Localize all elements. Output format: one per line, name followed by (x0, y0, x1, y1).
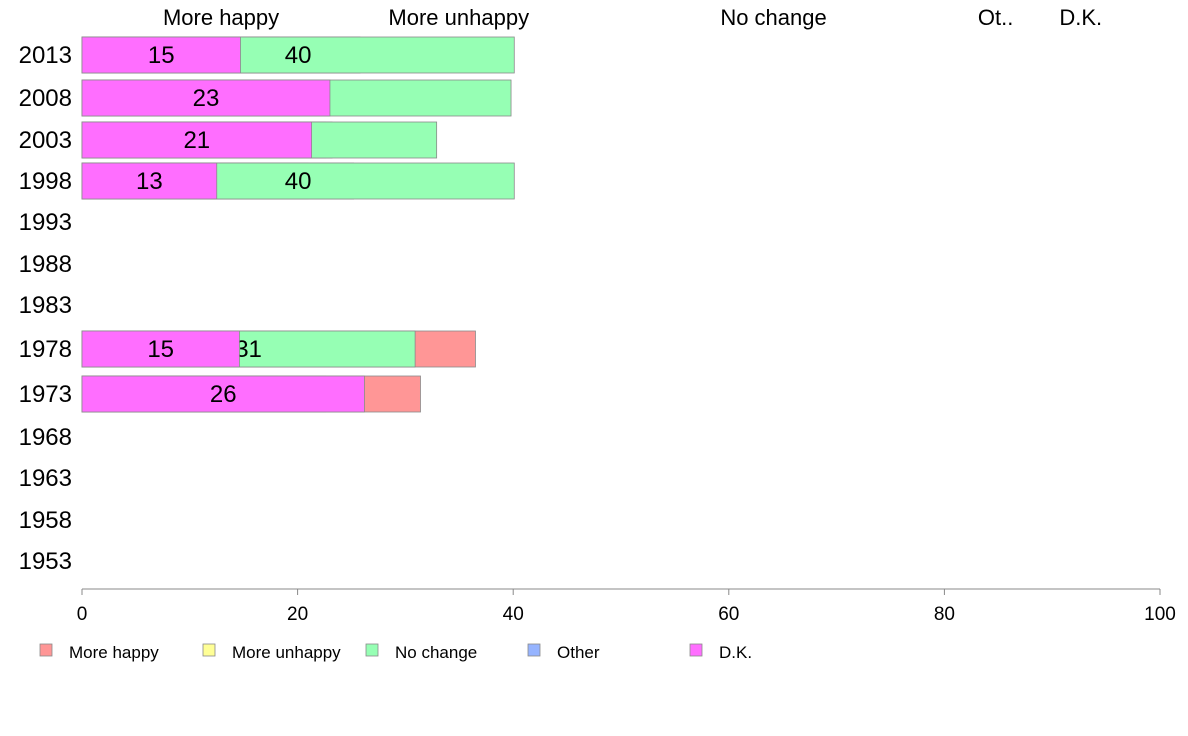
legend-swatch-3 (527, 643, 541, 657)
x-tick-label-0: 0 (77, 604, 88, 625)
legend-swatch-1 (202, 643, 216, 657)
data-label-2003-4: 21 (183, 127, 210, 154)
x-tick-label-60: 60 (718, 604, 739, 625)
year-label-1973: 1973 (19, 381, 72, 408)
bar-1978-d-k- (81, 330, 240, 368)
year-label-1958: 1958 (19, 507, 72, 534)
legend-swatch-2 (365, 643, 379, 657)
legend-label-1: More unhappy (232, 643, 341, 662)
legend-swatch-4 (689, 643, 703, 657)
x-tick-label-80: 80 (934, 604, 955, 625)
data-label-2013-2: 40 (285, 42, 312, 69)
x-tick-label-20: 20 (287, 604, 308, 625)
year-label-1988: 1988 (19, 251, 72, 278)
data-label-1973-4: 26 (210, 381, 237, 408)
legend-label-2: No change (395, 643, 477, 662)
bar-2003-d-k- (81, 121, 313, 159)
data-label-1998-4: 13 (136, 168, 163, 195)
bar-1973-d-k- (81, 375, 365, 413)
year-label-2013: 2013 (19, 42, 72, 69)
column-headers: More happy More unhappy No change Ot.. D.K. (163, 5, 1102, 30)
legend: More happy More unhappy No change Other D.K. (39, 643, 752, 662)
year-label-1963: 1963 (19, 465, 72, 492)
x-axis: 0 20 40 60 80 100 (77, 588, 1176, 625)
column-header-0: More happy (163, 5, 279, 30)
bar-2013-d-k- (81, 36, 241, 74)
year-label-1968: 1968 (19, 424, 72, 451)
legend-swatch-0 (39, 643, 53, 657)
column-header-3: Ot.. (978, 5, 1013, 30)
year-label-1998: 1998 (19, 168, 72, 195)
x-tick-label-100: 100 (1144, 604, 1176, 625)
legend-label-3: Other (557, 643, 600, 662)
bar-1998-d-k- (81, 162, 218, 200)
year-label-1993: 1993 (19, 209, 72, 236)
year-label-1953: 1953 (19, 548, 72, 575)
legend-label-0: More happy (69, 643, 159, 662)
year-label-2003: 2003 (19, 127, 72, 154)
year-label-2008: 2008 (19, 85, 72, 112)
year-label-1983: 1983 (19, 292, 72, 319)
data-label-1978-4: 15 (147, 336, 174, 363)
x-tick-label-40: 40 (503, 604, 524, 625)
data-label-1998-2: 40 (285, 168, 312, 195)
bar-2008-d-k- (81, 79, 331, 117)
column-header-1: More unhappy (388, 5, 529, 30)
bars: 2618401151620401232323332121254011336133… (81, 36, 515, 413)
data-label-2008-4: 23 (193, 85, 220, 112)
y-axis-labels: 2013 2008 2003 1998 1993 1988 1983 1978 1973 1968… (19, 42, 72, 575)
legend-label-4: D.K. (719, 643, 752, 662)
column-header-2: No change (720, 5, 826, 30)
data-label-2013-4: 15 (148, 42, 175, 69)
year-label-1978: 1978 (19, 336, 72, 363)
column-header-4: D.K. (1059, 5, 1102, 30)
